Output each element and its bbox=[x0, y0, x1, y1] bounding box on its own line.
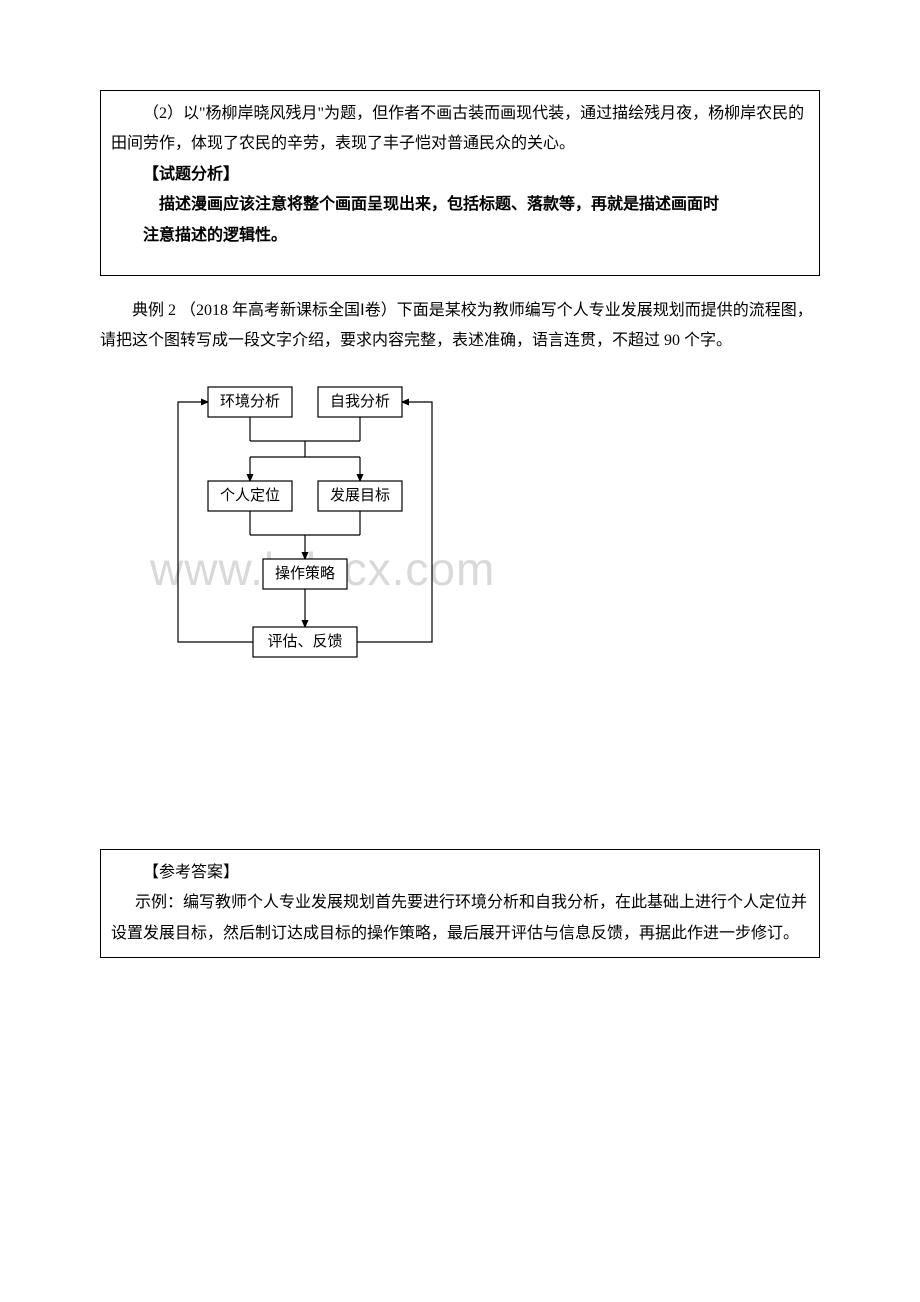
example-intro: 典例 2 （2018 年高考新课标全国Ⅰ卷）下面是某校为教师编写个人专业发展规划… bbox=[100, 296, 820, 357]
analysis-line-2: 注意描述的逻辑性。 bbox=[111, 221, 809, 251]
flowchart-svg: 环境分析 自我分析个人定位 发展目标操作策略评估、反馈 bbox=[150, 369, 460, 669]
svg-text:个人定位: 个人定位 bbox=[220, 487, 280, 504]
analysis-label: 【试题分析】 bbox=[111, 160, 809, 190]
svg-text:自我分析: 自我分析 bbox=[330, 393, 390, 410]
svg-text:发展目标: 发展目标 bbox=[330, 487, 390, 504]
box1-paragraph: （2）以"杨柳岸晓风残月"为题，但作者不画古装而画现代装，通过描绘残月夜，杨柳岸… bbox=[111, 99, 809, 160]
answer-box: 【参考答案】 示例：编写教师个人专业发展规划首先要进行环境分析和自我分析，在此基… bbox=[100, 849, 820, 958]
spacer bbox=[100, 679, 820, 839]
analysis-box-1: （2）以"杨柳岸晓风残月"为题，但作者不画古装而画现代装，通过描绘残月夜，杨柳岸… bbox=[100, 90, 820, 276]
svg-text:环境分析: 环境分析 bbox=[220, 392, 280, 410]
answer-text: 示例：编写教师个人专业发展规划首先要进行环境分析和自我分析，在此基础上进行个人定… bbox=[111, 888, 809, 949]
answer-label: 【参考答案】 bbox=[111, 858, 809, 888]
flowchart-container: 环境分析 自我分析个人定位 发展目标操作策略评估、反馈 bbox=[150, 369, 490, 669]
analysis-line-1: 描述漫画应该注意将整个画面呈现出来，包括标题、落款等，再就是描述画面时 bbox=[111, 190, 809, 220]
svg-text:操作策略: 操作策略 bbox=[275, 565, 335, 582]
svg-text:评估、反馈: 评估、反馈 bbox=[267, 633, 342, 650]
